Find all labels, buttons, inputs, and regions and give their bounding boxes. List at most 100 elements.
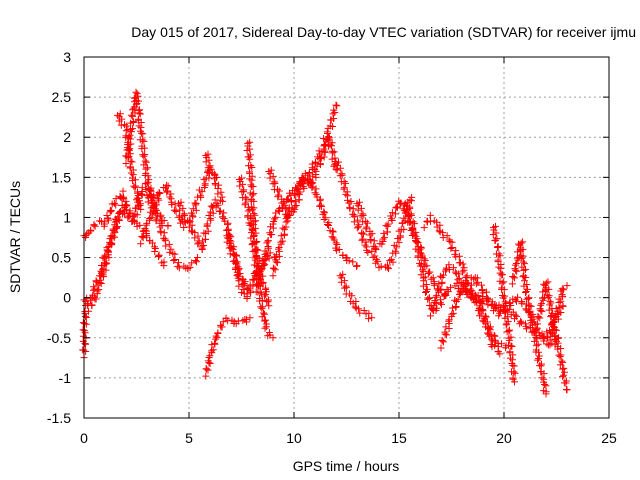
data-point — [362, 225, 370, 233]
data-point — [476, 312, 484, 320]
data-point — [160, 216, 168, 224]
data-point — [500, 278, 508, 286]
data-point — [192, 256, 200, 264]
data-point — [556, 361, 564, 369]
data-point — [532, 333, 540, 341]
data-point — [387, 212, 395, 220]
data-point — [206, 352, 214, 360]
series-trace-19 — [353, 197, 449, 298]
data-point — [272, 258, 280, 266]
data-point — [320, 145, 328, 153]
data-marks — [79, 88, 571, 398]
data-point — [181, 211, 189, 219]
data-point — [297, 178, 305, 186]
data-point — [511, 261, 519, 269]
data-point — [106, 206, 114, 214]
data-point — [164, 182, 172, 190]
data-point — [132, 100, 140, 108]
data-point — [329, 123, 337, 131]
data-point — [483, 288, 491, 296]
data-point — [361, 241, 369, 249]
data-point — [219, 213, 227, 221]
data-point — [279, 224, 287, 232]
data-point — [215, 181, 223, 189]
data-point — [225, 230, 233, 238]
data-point — [172, 207, 180, 215]
data-point — [158, 222, 166, 230]
data-point — [436, 221, 444, 229]
data-point — [271, 179, 279, 187]
data-point — [188, 259, 196, 267]
data-point — [175, 264, 183, 272]
data-point — [350, 218, 358, 226]
series-trace-17 — [332, 158, 416, 273]
data-point — [330, 148, 338, 156]
data-point — [354, 223, 362, 231]
data-point — [437, 344, 445, 352]
data-point — [498, 340, 506, 348]
data-point — [419, 266, 427, 274]
data-point — [205, 354, 213, 362]
data-point — [121, 201, 129, 209]
data-point — [252, 217, 260, 225]
data-point — [246, 314, 254, 322]
data-point — [512, 260, 520, 268]
data-point — [439, 234, 447, 242]
series-trace-20 — [401, 198, 485, 315]
series-trace-28 — [546, 282, 571, 344]
data-point — [136, 110, 144, 118]
data-point — [436, 285, 444, 293]
data-point — [286, 212, 294, 220]
data-point — [357, 204, 365, 212]
data-point — [107, 232, 115, 240]
data-point — [82, 233, 90, 241]
grid — [84, 57, 609, 418]
data-point — [122, 197, 130, 205]
data-point — [518, 298, 526, 306]
y-tick-label: 1 — [63, 209, 71, 225]
data-point — [507, 333, 515, 341]
data-point — [116, 207, 124, 215]
data-point — [131, 176, 139, 184]
data-point — [558, 285, 566, 293]
series-trace-9 — [202, 150, 227, 205]
data-point — [269, 334, 277, 342]
data-point — [324, 135, 332, 143]
data-point — [440, 292, 448, 300]
data-point — [125, 133, 133, 141]
data-point — [194, 232, 202, 240]
data-point — [258, 290, 266, 298]
data-point — [508, 343, 516, 351]
data-point — [309, 172, 317, 180]
data-point — [92, 278, 100, 286]
data-point — [427, 217, 435, 225]
data-point — [514, 293, 522, 301]
data-point — [110, 233, 118, 241]
series-trace-25 — [489, 222, 519, 386]
data-point — [559, 373, 567, 381]
data-point — [463, 279, 471, 287]
data-point — [530, 329, 538, 337]
data-point — [205, 211, 213, 219]
data-point — [355, 305, 363, 313]
data-point — [505, 336, 513, 344]
data-point — [250, 233, 258, 241]
data-point — [270, 215, 278, 223]
data-point — [497, 271, 505, 279]
data-point — [163, 181, 171, 189]
data-point — [529, 327, 537, 335]
data-point — [333, 102, 341, 110]
data-point — [214, 190, 222, 198]
data-point — [246, 206, 254, 214]
data-point — [336, 164, 344, 172]
data-point — [445, 261, 453, 269]
data-point — [545, 341, 553, 349]
data-point — [113, 224, 121, 232]
data-point — [198, 243, 206, 251]
data-point — [262, 290, 270, 298]
data-point — [272, 251, 280, 259]
data-point — [122, 159, 130, 167]
data-point — [368, 247, 376, 255]
x-tick-label: 5 — [185, 430, 193, 446]
data-point — [503, 320, 511, 328]
